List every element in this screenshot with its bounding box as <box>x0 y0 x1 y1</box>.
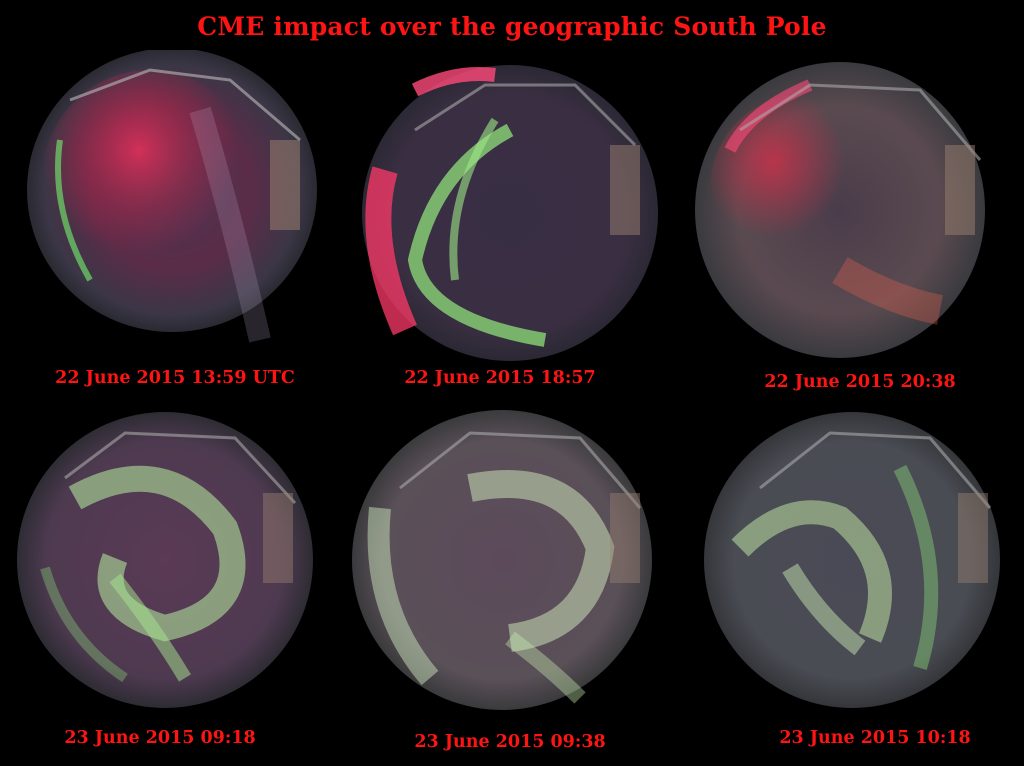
photo-3-caption: 22 June 2015 20:38 <box>764 372 956 392</box>
fisheye-photo-5 <box>350 408 680 738</box>
photo-6-caption: 23 June 2015 10:18 <box>779 728 971 748</box>
fisheye-photo-3 <box>690 50 1020 380</box>
photo-2-caption: 22 June 2015 18:57 <box>404 368 596 388</box>
photo-5-caption: 23 June 2015 09:38 <box>414 732 606 752</box>
fisheye-photo-4 <box>5 408 335 738</box>
fisheye-photo-6 <box>700 408 1024 738</box>
page-title: CME impact over the geographic South Pol… <box>197 12 827 41</box>
photo-1-caption: 22 June 2015 13:59 UTC <box>55 368 295 388</box>
fisheye-photo-2 <box>345 50 675 380</box>
photo-4-caption: 23 June 2015 09:18 <box>64 728 256 748</box>
fisheye-photo-1 <box>0 50 330 380</box>
